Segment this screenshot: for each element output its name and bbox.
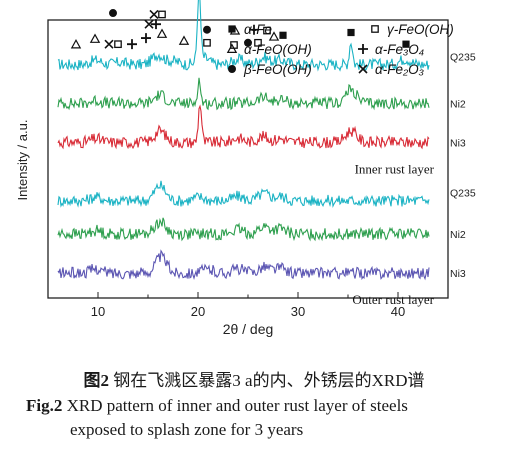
legend-symbol-cross [358, 64, 368, 74]
series-outer-ni3 [57, 249, 430, 281]
phase-marker-open-square [254, 38, 262, 47]
phase-marker-filled-circle [203, 25, 211, 34]
phase-marker-open-triangle [70, 39, 82, 49]
phase-marker-open-square [263, 26, 271, 35]
series-layer [57, 0, 430, 281]
phase-marker-open-triangle [156, 28, 168, 38]
phase-marker-cross [104, 39, 114, 49]
phase-marker-filled-square [279, 31, 287, 39]
x-tick-label: 40 [391, 304, 405, 319]
series-label-ni3: Ni3 [450, 268, 466, 280]
phase-marker-filled-square [347, 28, 355, 37]
legend-symbol-open-triangle [226, 43, 238, 53]
legend-label-3: α-Fe₃O₄ [375, 42, 424, 57]
legend-label-4: β-FeO(OH) [243, 62, 312, 77]
legend-symbol-open-square [371, 25, 379, 33]
phase-marker-open-triangle [89, 33, 101, 43]
marker-layer [70, 9, 410, 50]
phase-marker-plus [141, 33, 151, 44]
legend-label-1: γ-FeO(OH) [387, 22, 454, 37]
series-outer-ni2 [57, 217, 430, 242]
x-tick-label: 20 [191, 304, 205, 319]
phase-marker-filled-square [402, 40, 410, 48]
caption-chinese: 图2 钢在飞溅区暴露3 a的内、外锈层的XRD谱 [83, 371, 425, 390]
legend-symbol-filled-circle [228, 65, 236, 73]
legend-label-2: α-FeO(OH) [244, 42, 312, 57]
series-label-q235: Q235 [450, 188, 476, 200]
series-inner-ni2 [57, 77, 430, 111]
series-inner-ni3 [57, 104, 430, 150]
legend: α-Fe γ-FeO(OH) α-FeO(OH) α-Fe₃O₄ β-FeO(OH) α-… [226, 22, 454, 77]
group-label-outer: Outer rust layer [352, 292, 434, 307]
y-axis-label: Intensity / a.u. [15, 120, 30, 201]
phase-marker-plus [249, 24, 259, 35]
phase-marker-open-square [158, 10, 166, 19]
series-outer-q235 [57, 180, 430, 208]
legend-symbol-plus [358, 44, 368, 54]
legend-label-5: α-Fe₂O₃ [375, 62, 425, 77]
series-label-ni3: Ni3 [450, 137, 466, 149]
x-tick-label: 30 [291, 304, 305, 319]
series-label-ni2: Ni2 [450, 229, 466, 241]
caption-english-line2: exposed to splash zone for 3 years [70, 420, 304, 439]
phase-marker-open-square [203, 38, 211, 47]
labels: Q235 Ni2 Ni3 Inner rust layer Q235 Ni2 Ni3 Oute… [352, 52, 475, 308]
phase-marker-open-square [114, 40, 122, 49]
phase-marker-filled-circle [109, 9, 117, 18]
phase-marker-open-triangle [268, 31, 280, 41]
x-axis: 10 20 30 40 [47, 292, 449, 319]
series-label-q235: Q235 [450, 52, 476, 64]
legend-symbol-filled-square [228, 25, 236, 33]
series-inner-q235 [57, 0, 430, 72]
phase-marker-cross [144, 19, 154, 29]
legend-label-0: α-Fe [244, 22, 272, 37]
phase-marker-cross [149, 9, 159, 20]
xrd-chart: α-Fe γ-FeO(OH) α-FeO(OH) α-Fe₃O₄ β-FeO(OH) α-… [15, 0, 476, 337]
group-label-inner: Inner rust layer [355, 161, 435, 176]
phase-marker-plus [151, 19, 161, 30]
caption-english-line1: Fig.2 XRD pattern of inner and outer rus… [26, 396, 408, 415]
x-tick-label: 10 [91, 304, 105, 319]
phase-marker-filled-circle [244, 38, 252, 47]
series-label-ni2: Ni2 [450, 98, 466, 110]
phase-marker-plus [127, 39, 137, 50]
phase-marker-open-triangle [178, 35, 190, 45]
x-axis-label: 2θ / deg [223, 321, 274, 337]
